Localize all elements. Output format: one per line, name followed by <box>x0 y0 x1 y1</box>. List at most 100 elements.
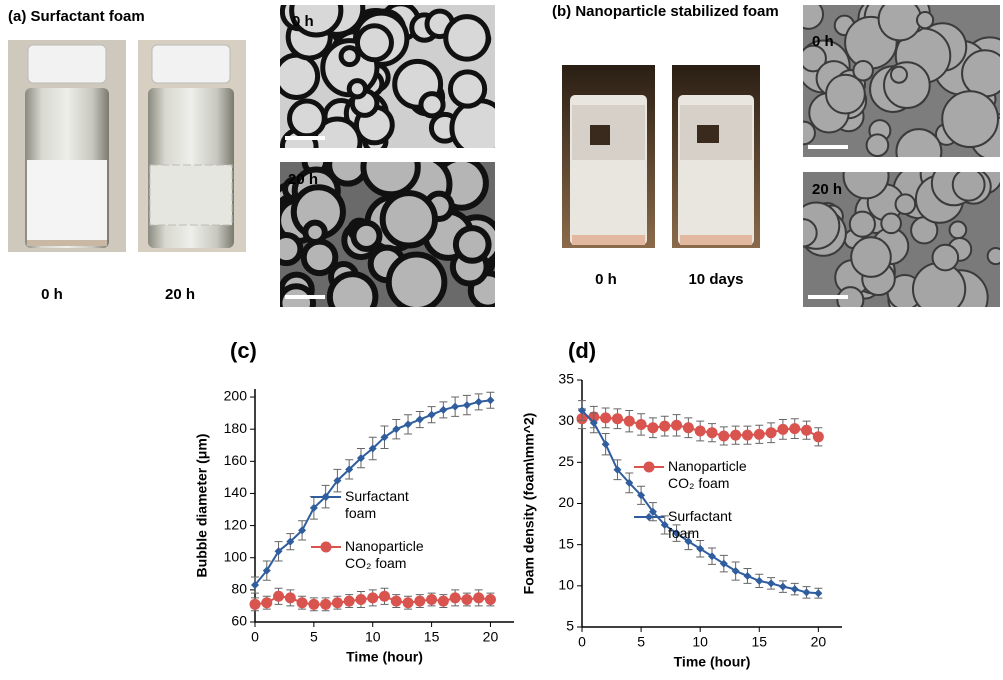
bubble <box>330 274 376 320</box>
bubble <box>290 101 325 136</box>
marker <box>297 597 308 608</box>
micrograph-label: 20 h <box>812 181 842 198</box>
scale-bar <box>808 145 848 149</box>
marker <box>451 403 459 411</box>
marker <box>814 589 822 597</box>
y-tick-label: 10 <box>558 577 574 593</box>
marker <box>766 427 777 438</box>
bubble <box>341 48 358 65</box>
marker <box>767 579 775 587</box>
y-tick-label: 25 <box>558 453 574 469</box>
y-tick-label: 100 <box>224 548 248 564</box>
vial-photo <box>8 40 126 252</box>
scale-bar <box>808 295 848 299</box>
marker <box>344 596 355 607</box>
micrograph-label: 0 h <box>292 13 314 30</box>
x-tick-label: 0 <box>578 634 586 650</box>
x-tick-label: 10 <box>692 634 708 650</box>
bubble <box>305 223 324 242</box>
bubble <box>896 194 916 214</box>
marker <box>718 430 729 441</box>
vial-photo <box>562 65 655 248</box>
legend-label: Surfactant foam <box>668 508 764 542</box>
bubble <box>953 169 985 201</box>
panel-title: (b) Nanoparticle stabilized foam <box>552 3 779 20</box>
x-tick-label: 15 <box>751 634 767 650</box>
y-tick-label: 5 <box>566 618 574 634</box>
marker <box>475 398 483 406</box>
bubble <box>933 245 959 271</box>
y-tick-label: 35 <box>558 371 574 387</box>
marker <box>671 420 682 431</box>
bubble <box>913 263 965 315</box>
marker <box>624 416 635 427</box>
y-axis-title: Bubble diameter (μm) <box>194 434 210 578</box>
bubble <box>853 61 873 81</box>
marker <box>438 596 449 607</box>
marker <box>332 597 343 608</box>
bubble <box>353 223 379 249</box>
bubble <box>896 129 941 174</box>
y-tick-label: 140 <box>224 484 248 500</box>
panel-title: (a) Surfactant foam <box>8 8 145 25</box>
y-tick-label: 30 <box>558 412 574 428</box>
legend-marker <box>644 462 655 473</box>
marker <box>707 427 718 438</box>
legend-entry: Nanoparticle CO₂ foam <box>345 538 455 578</box>
micrograph <box>792 0 1003 174</box>
marker <box>813 431 824 442</box>
x-tick-label: 20 <box>483 629 499 645</box>
bubble <box>357 26 391 60</box>
marker <box>801 425 812 436</box>
photo-label: 20 h <box>165 286 195 303</box>
marker <box>777 424 788 435</box>
x-axis-title: Time (hour) <box>346 649 423 665</box>
bubble <box>446 17 488 59</box>
bubble <box>962 50 1003 96</box>
legend-label: Nanoparticle CO₂ foam <box>668 458 764 492</box>
scale-bar <box>285 295 325 299</box>
marker <box>647 422 658 433</box>
marker <box>439 406 447 414</box>
y-tick-label: 60 <box>231 613 247 629</box>
marker <box>791 585 799 593</box>
y-tick-label: 15 <box>558 535 574 551</box>
bubble <box>383 193 435 245</box>
marker <box>636 419 647 430</box>
y-tick-label: 160 <box>224 452 248 468</box>
bubble <box>304 242 336 274</box>
x-tick-label: 20 <box>811 634 827 650</box>
x-tick-label: 10 <box>365 629 381 645</box>
bubble <box>452 101 507 156</box>
marker <box>683 422 694 433</box>
photo-label: 0 h <box>41 286 63 303</box>
photo-label: 10 days <box>688 271 743 288</box>
bubble <box>794 0 823 29</box>
y-tick-label: 120 <box>224 516 248 532</box>
marker <box>742 430 753 441</box>
bubble <box>988 248 1003 264</box>
micrograph <box>272 140 505 320</box>
marker <box>754 429 765 440</box>
bubble <box>789 219 816 246</box>
bubble <box>884 62 930 108</box>
micrograph-label: 0 h <box>812 33 834 50</box>
marker <box>426 594 437 605</box>
x-tick-label: 5 <box>637 634 645 650</box>
bubble <box>792 122 815 145</box>
bubble <box>275 55 317 97</box>
bubble <box>942 91 998 147</box>
bubble <box>850 212 875 237</box>
y-tick-label: 180 <box>224 420 248 436</box>
bubble <box>450 72 484 106</box>
marker <box>473 592 484 603</box>
marker <box>612 413 623 424</box>
x-axis-title: Time (hour) <box>674 654 751 670</box>
bubble <box>879 0 921 40</box>
marker <box>416 416 424 424</box>
photo-label: 0 h <box>595 271 617 288</box>
marker <box>600 412 611 423</box>
marker <box>320 599 331 610</box>
y-tick-label: 80 <box>231 581 247 597</box>
y-tick-label: 200 <box>224 388 248 404</box>
